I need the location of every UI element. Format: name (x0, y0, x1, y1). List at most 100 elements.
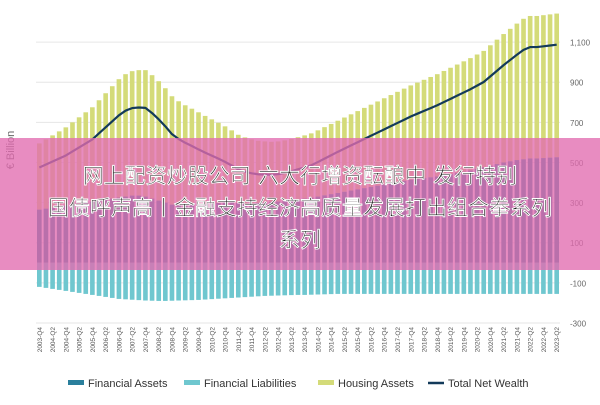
bar-financial-liabilities (481, 262, 487, 294)
bar-financial-liabilities (109, 262, 115, 298)
x-tick-label: 2008-Q2 (156, 327, 163, 353)
bar-financial-liabilities (342, 262, 347, 294)
x-tick-label: 2006-Q4 (116, 327, 123, 353)
y-tick-label: 1,100 (570, 39, 591, 48)
x-tick-label: 2006-Q2 (103, 327, 110, 353)
bar-housing-assets (408, 85, 414, 180)
bar-financial-liabilities (488, 262, 493, 294)
x-tick-label: 2020-Q4 (488, 327, 495, 353)
bar-financial-liabilities (507, 262, 513, 294)
headline-line-2: 国债呼声高丨金融支持经济高质量发展打出组合拳系列 (48, 196, 552, 220)
bar-housing-assets (527, 15, 533, 159)
bar-financial-liabilities (196, 262, 201, 300)
bar-financial-liabilities (123, 262, 128, 300)
legend-swatch-housing-assets (318, 380, 334, 385)
x-tick-label: 2011-Q4 (249, 327, 256, 352)
bar-financial-liabilities (501, 262, 506, 294)
x-tick-label: 2022-Q4 (541, 327, 548, 353)
x-tick-label: 2014-Q4 (329, 327, 336, 353)
bar-financial-liabilities (474, 262, 480, 294)
bar-financial-liabilities (401, 262, 407, 294)
bar-housing-assets (494, 39, 500, 165)
bar-financial-liabilities (335, 262, 341, 294)
x-tick-label: 2004-Q4 (63, 327, 70, 353)
x-tick-label: 2019-Q4 (461, 327, 468, 353)
x-tick-label: 2023-Q2 (554, 327, 561, 353)
legend-label-housing-assets: Housing Assets (338, 378, 414, 390)
headline-banner (0, 138, 600, 270)
bar-housing-assets (401, 88, 407, 181)
x-tick-label: 2007-Q2 (130, 327, 137, 353)
bar-housing-assets (448, 67, 453, 175)
bar-housing-assets (468, 58, 473, 171)
bar-financial-liabilities (235, 262, 241, 298)
x-tick-label: 2013-Q4 (302, 327, 309, 353)
bar-housing-assets (488, 45, 493, 166)
x-tick-label: 2009-Q4 (196, 327, 203, 353)
bar-financial-liabilities (454, 262, 460, 294)
bar-financial-liabilities (136, 262, 142, 301)
bar-financial-liabilities (547, 262, 553, 294)
x-tick-label: 2019-Q2 (448, 327, 455, 353)
bar-housing-assets (501, 34, 506, 163)
bar-financial-liabilities (70, 262, 75, 292)
x-tick-label: 2018-Q4 (435, 327, 442, 353)
bar-housing-assets (547, 14, 553, 158)
legend-label-financial-liabilities: Financial Liabilities (204, 378, 297, 390)
bar-housing-assets (541, 15, 546, 159)
x-tick-label: 2018-Q2 (422, 327, 429, 353)
bar-housing-assets (415, 82, 420, 179)
bar-housing-assets (143, 70, 148, 197)
bar-financial-liabilities (375, 262, 380, 294)
x-tick-label: 2017-Q2 (395, 327, 402, 353)
x-tick-label: 2008-Q4 (169, 327, 176, 353)
bar-financial-liabilities (322, 262, 327, 295)
bar-financial-liabilities (328, 262, 334, 295)
bar-housing-assets (395, 91, 400, 183)
bar-housing-assets (474, 54, 480, 169)
bar-financial-liabilities (388, 262, 394, 294)
bar-financial-liabilities (295, 262, 301, 295)
bar-financial-liabilities (176, 262, 181, 301)
bar-financial-liabilities (76, 262, 82, 293)
bar-financial-liabilities (534, 262, 540, 294)
bar-financial-liabilities (315, 262, 321, 295)
bar-financial-liabilities (169, 262, 175, 301)
legend-item-financial-assets: Financial Assets (68, 378, 168, 390)
bar-financial-liabilities (116, 262, 122, 299)
bar-financial-liabilities (50, 262, 55, 289)
bar-financial-liabilities (428, 262, 433, 294)
bar-housing-assets (454, 64, 460, 173)
bar-housing-assets (136, 70, 142, 196)
bar-housing-assets (434, 74, 440, 177)
bar-financial-liabilities (103, 262, 108, 297)
bar-financial-liabilities (415, 262, 420, 294)
bar-financial-liabilities (242, 262, 248, 298)
bar-financial-liabilities (189, 262, 195, 301)
x-tick-label: 2022-Q2 (528, 327, 535, 353)
legend-label-financial-assets: Financial Assets (88, 378, 168, 390)
bar-financial-liabilities (448, 262, 453, 294)
bar-financial-liabilities (163, 262, 168, 301)
x-tick-label: 2003-Q4 (37, 327, 44, 353)
x-tick-label: 2021-Q4 (514, 327, 521, 353)
bar-financial-liabilities (461, 262, 467, 294)
bar-financial-liabilities (494, 262, 500, 294)
y-tick-label: 900 (570, 79, 584, 88)
bar-financial-liabilities (216, 262, 221, 299)
x-tick-label: 2016-Q2 (368, 327, 375, 353)
legend-item-financial-liabilities: Financial Liabilities (184, 378, 297, 390)
legend-item-total-net-wealth: Total Net Wealth (428, 378, 529, 390)
bar-housing-assets (554, 13, 559, 158)
bar-financial-liabilities (37, 262, 42, 287)
bar-housing-assets (507, 28, 513, 162)
bar-financial-liabilities (229, 262, 234, 298)
bar-financial-liabilities (421, 262, 427, 294)
bar-financial-liabilities (355, 262, 361, 294)
x-tick-label: 2010-Q4 (223, 327, 230, 353)
bar-housing-assets (514, 23, 520, 161)
x-axis: 2003-Q4 2004-Q2 2004-Q4 2005-Q2 2005-Q4 2006-… (37, 327, 561, 353)
bar-financial-liabilities (441, 262, 447, 294)
bar-financial-liabilities (275, 262, 281, 296)
bar-financial-liabilities (521, 262, 526, 294)
